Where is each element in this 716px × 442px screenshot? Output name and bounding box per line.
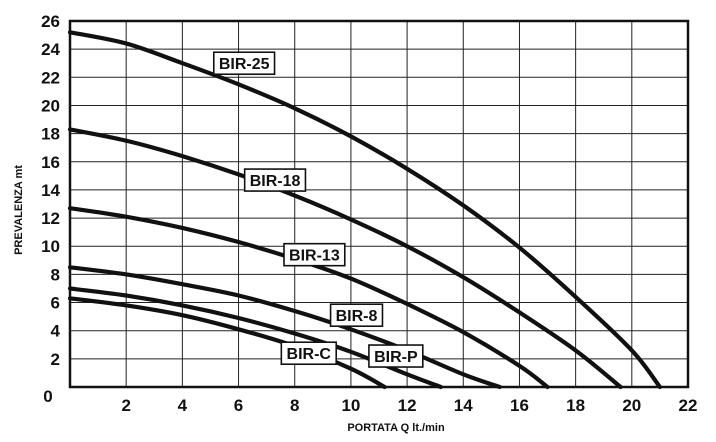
y-tick-label: 10 [41, 237, 60, 256]
curve-bir-p [67, 286, 443, 390]
x-tick-label: 4 [178, 396, 188, 415]
label-bir-13: BIR-13 [283, 242, 346, 267]
label-box [329, 303, 384, 328]
series-label: BIR-8 [336, 308, 378, 325]
label-bir-25: BIR-25 [212, 51, 276, 76]
curve-bir-13 [67, 206, 550, 390]
label-bir-18: BIR-18 [243, 168, 307, 192]
y-tick-label: 18 [41, 125, 60, 144]
y-tick-label: 6 [51, 294, 60, 313]
series-label: BIR-18 [250, 173, 301, 190]
label-box [368, 344, 424, 368]
y-tick-label: 2 [51, 350, 60, 369]
x-tick-label: 8 [290, 396, 299, 415]
y-tick-label: 14 [41, 181, 60, 200]
curves [67, 30, 662, 390]
x-tick-label: 12 [398, 396, 417, 415]
y-tick-label: 8 [51, 265, 60, 284]
x-tick-label: 2 [121, 396, 130, 415]
series-label: BIR-25 [219, 56, 270, 73]
curve-bir-25 [67, 30, 662, 390]
x-tick-label: 10 [341, 396, 360, 415]
x-tick-label: 22 [679, 396, 698, 415]
curve-bir-18 [67, 127, 623, 390]
curve-bir-c [67, 296, 387, 390]
x-tick-label: 20 [622, 396, 641, 415]
grid [69, 20, 689, 388]
series-label: BIR-P [374, 349, 418, 366]
series-labels: BIR-25 BIR-18 BIR-13 BIR-8 BIR-P BIR-C [212, 51, 424, 368]
series-label: BIR-C [287, 346, 332, 363]
x-tick-label: 14 [454, 396, 473, 415]
y-tick-label: 22 [41, 68, 60, 87]
label-bir-8: BIR-8 [329, 303, 384, 328]
label-bir-c: BIR-C [280, 341, 338, 366]
x-tick-label: 0 [43, 387, 52, 406]
y-axis-label: PREVALENZA mt [13, 165, 25, 255]
y-tick-label: 16 [41, 153, 60, 172]
label-bir-p: BIR-P [368, 344, 424, 368]
x-tick-labels: 0 2 4 6 8 10 12 14 16 18 20 22 [43, 387, 697, 415]
label-box [280, 341, 338, 366]
label-box [283, 242, 346, 267]
series-label: BIR-13 [289, 248, 340, 265]
y-tick-label: 24 [41, 40, 60, 59]
plot-frame [68, 19, 690, 389]
label-box [243, 168, 307, 192]
y-tick-label: 26 [41, 12, 60, 31]
x-tick-label: 18 [566, 396, 585, 415]
x-tick-label: 16 [510, 396, 529, 415]
x-tick-label: 6 [234, 396, 243, 415]
y-tick-label: 20 [41, 96, 60, 115]
x-axis-label: PORTATA Q lt./min [347, 422, 445, 434]
y-tick-label: 12 [41, 209, 60, 228]
label-box [212, 51, 276, 76]
curve-bir-8 [67, 265, 502, 390]
y-tick-label: 4 [51, 322, 61, 341]
